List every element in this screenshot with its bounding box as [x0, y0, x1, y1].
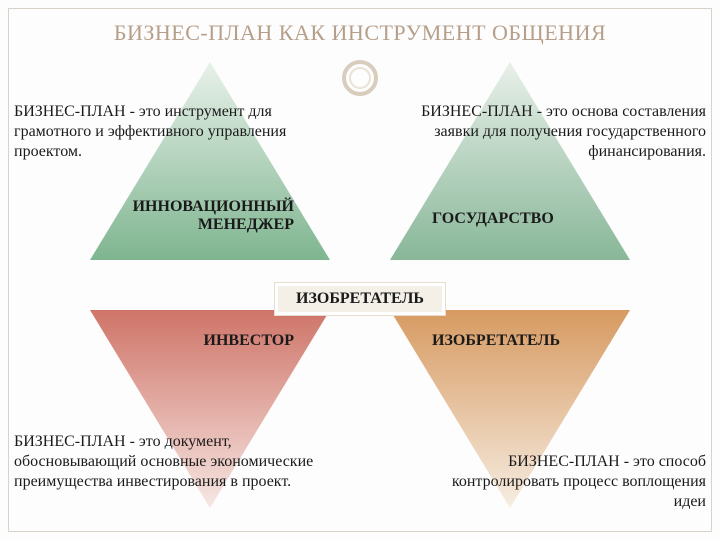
desc-bot-right: БИЗНЕС-ПЛАН - это способ контролировать … — [426, 452, 706, 512]
label-center: ИЗОБРЕТАТЕЛЬ — [275, 283, 445, 315]
desc-top-left: БИЗНЕС-ПЛАН - это инструмент для грамотн… — [14, 102, 314, 162]
label-bot-left: ИНВЕСТОР — [204, 332, 294, 350]
desc-bot-left: БИЗНЕС-ПЛАН - это документ, обосновывающ… — [14, 432, 314, 492]
label-top-right: ГОСУДАРСТВО — [432, 210, 554, 228]
label-top-left: ИННОВАЦИОННЫЙ МЕНЕДЖЕР — [133, 198, 294, 235]
label-top-left-line1: ИННОВАЦИОННЫЙ — [133, 198, 294, 215]
label-top-left-line2: МЕНЕДЖЕР — [198, 216, 294, 233]
label-bot-right: ИЗОБРЕТАТЕЛЬ — [432, 332, 560, 350]
desc-top-right: БИЗНЕС-ПЛАН - это основа составления зая… — [406, 102, 706, 162]
